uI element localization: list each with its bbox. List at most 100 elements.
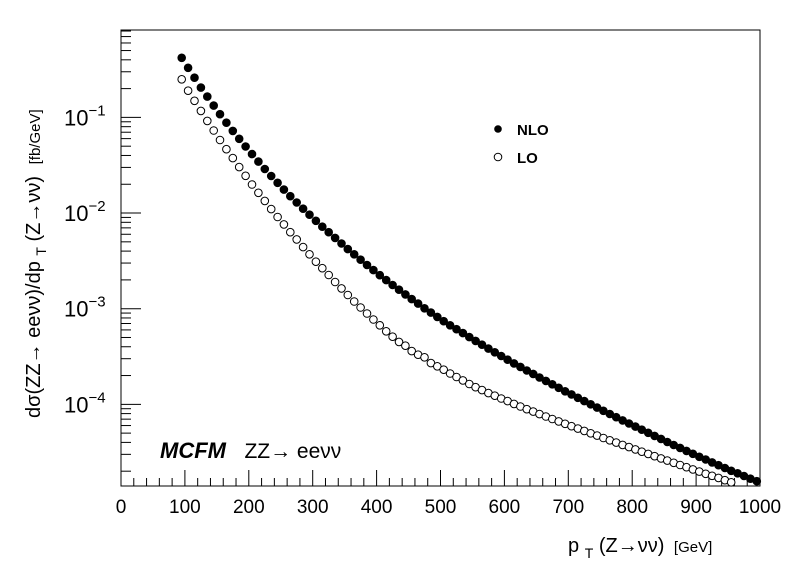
lo-point [234,162,244,172]
lo-point [337,284,346,293]
y-axis-unit: [fb/GeV] [27,109,44,164]
lo-point [356,303,365,312]
nlo-point [324,227,334,237]
nlo-point [458,328,468,338]
nlo-point [490,348,500,357]
lo-point [286,227,295,237]
nlo-point [445,321,455,330]
nlo-point [452,324,461,334]
nlo-point [190,73,199,82]
x-tick-label: 400 [361,497,393,518]
legend-nlo-marker [494,125,502,133]
nlo-point [349,250,359,259]
lo-point [254,188,263,198]
nlo-point [266,171,276,181]
x-tick-label: 200 [233,497,265,518]
nlo-point [413,299,423,308]
lo-point [228,153,238,163]
lo-point [458,376,468,385]
brand-label: MCFM [160,438,227,463]
lo-point [196,106,206,116]
lo-point [183,86,193,95]
nlo-point [433,312,442,322]
nlo-point [381,275,391,285]
y-tick-label: 10−3 [64,294,106,322]
nlo-point [503,355,512,365]
nlo-point [362,260,372,270]
nlo-point [465,332,474,342]
lo-point [190,96,199,106]
nlo-point [273,178,282,188]
nlo-point [311,216,321,226]
x-tick-label: 900 [680,497,712,518]
nlo-point [528,369,538,379]
x-tick-label: 300 [297,497,329,518]
nlo-point [279,185,289,194]
nlo-point [548,380,557,389]
lo-point [324,270,334,280]
lo-series [177,75,736,487]
nlo-point [318,222,327,231]
nlo-point [234,134,244,144]
lo-point [241,171,250,181]
lo-point [177,75,186,84]
x-axis-title-main: p [568,535,579,557]
nlo-point [247,149,257,159]
nlo-point [496,351,506,361]
lo-point [439,365,449,375]
x-tick-label: 1000 [739,497,781,518]
nlo-point [516,362,525,372]
nlo-point [401,290,410,299]
nlo-point [183,63,193,73]
nlo-point [554,383,564,393]
legend-lo-marker [493,152,503,162]
y-tick-label: 10−4 [64,389,106,417]
x-tick-label: 0 [116,497,127,518]
y-axis-title-pre: dσ(ZZ→ eeνν)/dp [23,261,45,418]
x-axis-title: p T (Z→νν) [GeV] [568,535,712,563]
nlo-point [305,210,314,219]
nlo-point [203,92,212,101]
lo-point [260,196,270,206]
y-axis-title: dσ(ZZ→ eeνν)/dp T (Z→νν) [fb/GeV] [23,109,51,418]
legend: NLO LO [493,122,549,167]
x-tick-label: 700 [552,497,584,518]
nlo-point [298,204,308,213]
lo-point [292,235,302,244]
lo-point [330,277,340,287]
nlo-point [484,344,493,353]
lo-point [369,315,378,324]
lo-point [407,346,417,356]
lo-point [273,212,282,222]
nlo-point [407,294,417,304]
x-axis-title-rest: (Z→νν) [599,535,665,557]
nlo-point [286,191,295,201]
nlo-series [177,53,762,486]
nlo-point [752,476,762,486]
x-tick-label: 600 [489,497,521,518]
nlo-point [177,53,186,63]
nlo-point [196,83,206,92]
lo-point [298,242,308,252]
nlo-point [375,270,385,280]
x-tick-label: 500 [425,497,457,518]
lo-point [305,250,314,259]
y-axis-title-post: (Z→νν) [23,176,45,242]
nlo-point [222,118,231,127]
nlo-point [356,255,365,265]
lo-point [388,332,397,342]
lo-point [311,257,321,267]
lo-point [266,204,276,214]
nlo-point [369,265,378,275]
nlo-point [426,308,436,317]
process-label: ZZ→ eeνν [244,440,341,463]
nlo-point [388,280,397,290]
lo-point [375,321,385,330]
lo-point [247,180,257,189]
mcfm-annotation: MCFM ZZ→ eeνν [160,438,341,463]
nlo-point [260,164,270,174]
lo-point [279,220,289,229]
nlo-point [209,101,218,110]
nlo-point [292,198,302,207]
